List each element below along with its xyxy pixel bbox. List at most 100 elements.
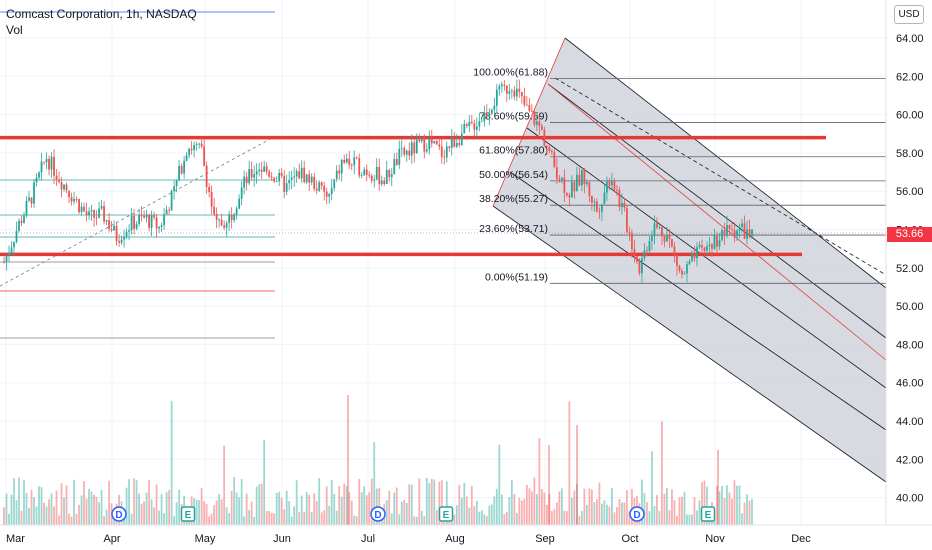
volume-bar: [408, 484, 411, 525]
volume-bar: [63, 497, 65, 525]
volume-bar: [218, 494, 221, 525]
candle-body: [173, 186, 176, 191]
volume-bar: [148, 480, 150, 525]
volume-bar: [215, 500, 218, 525]
price-tick-label: 46.00: [896, 378, 924, 390]
volume-bar: [5, 493, 8, 525]
candle-body: [60, 182, 63, 190]
pitchfork-median: [547, 83, 887, 361]
candle-body: [253, 174, 256, 178]
candle-body: [731, 229, 733, 231]
volume-bar: [528, 488, 531, 525]
volume-bar: [648, 511, 651, 525]
price-tick-label: 44.00: [896, 416, 924, 428]
volume-bar: [500, 494, 503, 525]
volume-bar: [548, 493, 551, 525]
volume-bar: [568, 401, 571, 525]
candle-body: [513, 90, 516, 97]
candle-body: [661, 227, 663, 237]
candle-body: [215, 213, 218, 220]
volume-bar: [575, 483, 578, 525]
volume-bar: [170, 400, 173, 525]
volume-bar: [558, 491, 561, 525]
candle-body: [726, 224, 728, 236]
volume-bar: [288, 501, 291, 525]
volume-bar: [385, 500, 388, 525]
volume-bar: [130, 513, 133, 525]
volume-bar: [313, 493, 316, 525]
volume-bar: [743, 502, 746, 525]
support-resistance-lines: [0, 135, 826, 257]
earnings-marker-shape: [700, 506, 716, 522]
candle-body: [200, 143, 203, 147]
volume-bar: [540, 489, 543, 525]
volume-bar: [505, 511, 508, 525]
volume-bar: [693, 497, 696, 525]
volume-bar: [683, 491, 686, 525]
volume-bar: [245, 493, 248, 525]
event-marker[interactable]: E: [700, 506, 716, 522]
candle-body: [190, 148, 193, 151]
volume-bar: [701, 482, 703, 525]
candle-body: [103, 206, 105, 222]
candle-body: [43, 161, 45, 163]
volume-spike: [347, 395, 349, 525]
volume-bar: [520, 500, 523, 525]
candle-body: [398, 148, 401, 165]
candle-body: [463, 124, 466, 134]
volume-bar: [373, 442, 376, 525]
currency-button[interactable]: USD: [894, 5, 924, 24]
candle-body: [240, 187, 243, 199]
volume-bar: [688, 514, 691, 525]
event-marker[interactable]: D: [111, 506, 127, 522]
candle-body: [388, 169, 391, 178]
volume-bar: [135, 480, 138, 525]
volume-bar: [125, 487, 128, 525]
candle-body: [683, 273, 686, 275]
candle-body: [35, 177, 38, 183]
volume-bar: [445, 481, 448, 525]
volume-bar: [323, 510, 326, 525]
event-marker[interactable]: E: [438, 506, 454, 522]
volume-bar: [616, 507, 618, 525]
volume-bar: [205, 504, 208, 525]
candle-body: [30, 197, 33, 204]
candle-body: [260, 169, 263, 172]
event-marker[interactable]: D: [370, 506, 386, 522]
candle-body: [678, 265, 681, 271]
candle-body: [28, 197, 30, 201]
candle-body: [303, 167, 306, 183]
volume-spike: [548, 445, 550, 525]
candle-body: [325, 191, 328, 197]
candle-body: [373, 179, 376, 181]
volume-bar: [335, 510, 338, 525]
volume-bar: [255, 486, 258, 525]
candle-body: [368, 174, 371, 176]
candle-body: [498, 86, 501, 90]
candle-body: [638, 261, 641, 274]
candle-body: [83, 206, 85, 212]
volume-bar: [260, 483, 263, 525]
candle-body: [578, 174, 581, 186]
candle-body: [80, 206, 83, 213]
event-marker[interactable]: E: [180, 506, 196, 522]
candle-body: [558, 178, 561, 181]
candle-body: [458, 142, 461, 145]
volume-bar: [513, 493, 516, 525]
candle-body: [585, 182, 588, 185]
candle-body: [220, 219, 223, 226]
candle-body: [405, 150, 408, 155]
candle-body: [518, 88, 521, 93]
candle-body: [608, 181, 611, 186]
candle-body: [13, 241, 15, 248]
volume-bar: [388, 490, 391, 525]
volume-bar: [368, 492, 371, 525]
candle-body: [8, 252, 10, 256]
fib-level-label: 50.00%(56.54): [479, 169, 548, 181]
volume-bar: [413, 516, 416, 525]
volume-bar: [145, 492, 148, 525]
trend-line-dashed: [0, 137, 273, 287]
candle-body: [370, 175, 373, 181]
event-marker[interactable]: D: [629, 506, 645, 522]
